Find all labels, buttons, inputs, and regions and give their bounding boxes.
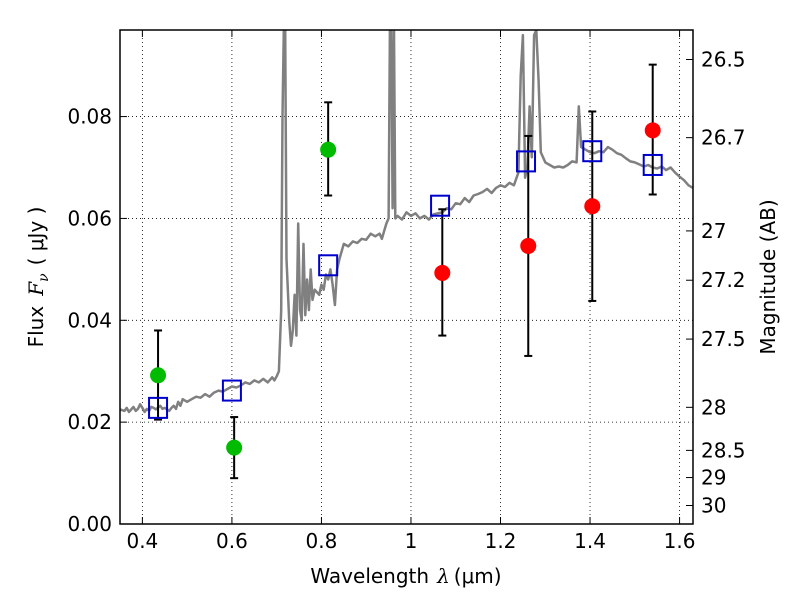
x-axis-label: Wavelength λ (μm) — [310, 564, 501, 588]
model-point — [148, 396, 169, 419]
y2-tick-label: 30 — [701, 494, 726, 518]
y2-axis-label: Magnitude (AB) — [756, 199, 780, 354]
y2-tick-label: 28.5 — [701, 438, 746, 462]
x-tick-label: 1.2 — [485, 529, 517, 553]
y2-tick-label: 26.5 — [701, 48, 746, 72]
y-tick-label: 0.08 — [67, 105, 112, 129]
data-point — [150, 367, 167, 384]
plot-frame — [119, 29, 694, 525]
x-tick-label: 1 — [405, 529, 418, 553]
model-point — [318, 254, 339, 277]
model-point — [516, 150, 537, 173]
y2-tick-label: 29 — [701, 466, 726, 490]
model-point — [642, 153, 663, 176]
data-point — [520, 237, 537, 254]
y2-tick-label: 27.5 — [701, 327, 746, 351]
y-tick-label: 0.04 — [67, 308, 112, 332]
y2-tick-label: 26.7 — [701, 126, 746, 150]
y-tick-label: 0.02 — [67, 410, 112, 434]
x-tick-label: 0.6 — [216, 529, 248, 553]
x-tick-label: 0.8 — [306, 529, 338, 553]
data-point — [320, 141, 337, 158]
x-tick-label: 1.6 — [664, 529, 696, 553]
model-point — [430, 194, 451, 217]
spectrum-line — [120, 30, 693, 414]
model-point — [221, 379, 242, 402]
data-point — [644, 122, 661, 139]
data-point — [584, 198, 601, 215]
data-point — [434, 264, 451, 281]
y2-tick-label: 27.2 — [701, 268, 746, 292]
model-point — [582, 140, 603, 163]
y2-tick-label: 27 — [701, 219, 726, 243]
y2-tick-label: 28 — [701, 395, 726, 419]
y-axis-label: FluxFν( μJy ) — [24, 207, 52, 348]
x-tick-label: 0.4 — [126, 529, 158, 553]
plot-area — [120, 30, 693, 480]
data-point — [226, 439, 243, 456]
x-tick-label: 1.4 — [574, 529, 606, 553]
y-tick-label: 0.00 — [67, 512, 112, 536]
y-tick-label: 0.06 — [67, 206, 112, 230]
axes: 0.4 0.6 0.8 1 1.2 1.4 1.6 0.00 0.02 0.04 0.06 0.08 2… — [67, 30, 746, 553]
